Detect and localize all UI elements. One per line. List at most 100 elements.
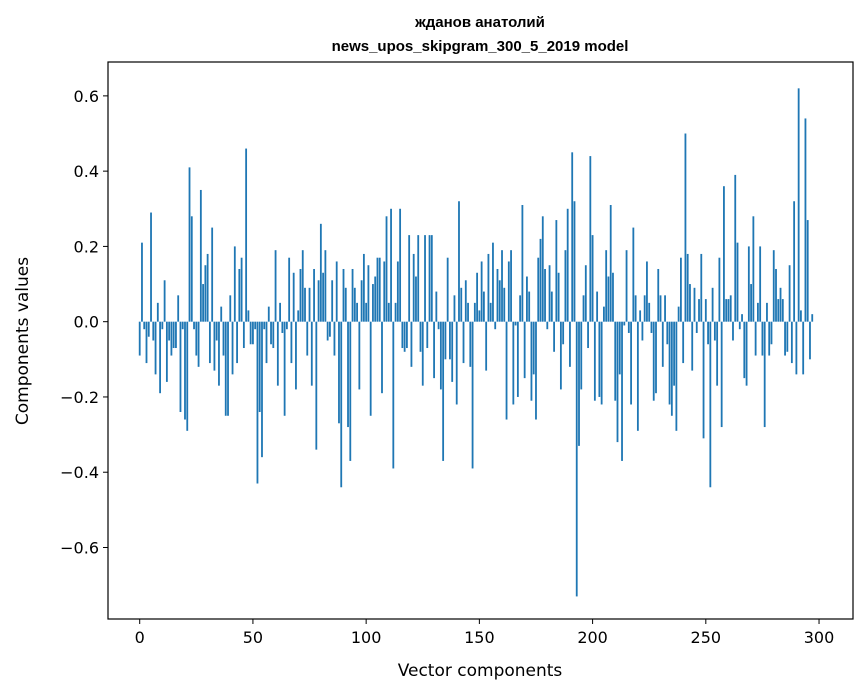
bar [464,280,467,322]
bar [510,250,512,322]
bar [147,321,150,337]
bar [698,299,700,322]
bar [238,268,241,322]
bar [202,284,205,322]
bar [521,205,524,322]
bar [306,321,309,356]
bar [231,321,234,375]
bar [519,295,522,322]
bar [254,321,257,330]
bar [421,321,424,386]
bar [605,250,608,322]
bar [369,321,372,416]
bar [768,321,771,356]
bar [195,321,198,356]
bar [741,314,743,322]
bar [573,201,576,322]
bar [673,321,676,386]
bar [329,321,331,337]
bar [265,321,268,364]
x-axis-label: Vector components [398,661,563,681]
bar [295,321,297,390]
bar [267,306,270,322]
bar [587,321,589,349]
bar [492,242,494,322]
bar [795,321,798,375]
bar [557,272,560,322]
bar [727,299,730,322]
bar [575,321,578,597]
bar [498,280,501,322]
bar [802,321,805,375]
bar [290,321,293,364]
bar [675,321,678,431]
bar [702,321,705,439]
bar [482,291,485,322]
y-tick-label: −0.2 [60,388,99,407]
y-tick-label: −0.4 [60,463,99,482]
bar [788,265,791,322]
bar [313,268,315,322]
bar [274,250,277,322]
bar [353,287,356,322]
bar [797,88,800,322]
bar [530,321,533,401]
plot-frame [107,61,854,620]
bar [322,272,325,322]
bar [550,291,553,322]
x-tick-label: 200 [577,628,608,647]
bar [514,321,517,326]
bar [138,321,141,356]
bar [390,208,392,322]
bar [779,287,782,322]
bar [784,321,786,356]
bar [193,321,195,330]
bar [451,321,454,382]
bar [199,189,202,322]
bar [569,321,571,367]
bar [711,287,714,322]
bar [800,310,802,322]
bar [523,321,526,379]
bar [630,321,632,405]
bar [190,216,193,322]
bar [720,321,723,428]
bar [677,306,680,322]
bar [150,212,152,322]
bar [410,321,413,367]
bar [356,302,358,322]
bar [437,321,440,330]
bar [566,208,569,322]
bar [347,321,349,428]
bar [367,265,370,322]
bar [612,272,614,322]
bar [365,302,368,322]
bar [285,321,288,330]
bar [270,321,272,345]
bar [609,205,612,322]
bar [256,321,259,484]
y-axis: −0.6 −0.4 −0.2 0.0 0.2 0.4 0.6 [60,87,108,557]
bar [245,148,248,322]
bar [657,268,660,322]
bar [639,310,642,322]
bar [643,295,646,322]
bar [324,250,327,322]
bar [600,321,603,405]
bar [614,321,617,401]
bar [526,276,528,322]
bar [695,321,698,333]
bar [335,261,338,322]
bar [288,257,291,322]
bar [713,321,716,341]
bar [342,268,345,322]
bar [507,261,510,322]
x-tick-label: 100 [351,628,382,647]
bar [378,257,381,322]
bar [659,295,662,322]
bar [172,321,175,349]
bar [326,321,329,341]
bar [684,133,687,322]
bar [297,310,300,322]
